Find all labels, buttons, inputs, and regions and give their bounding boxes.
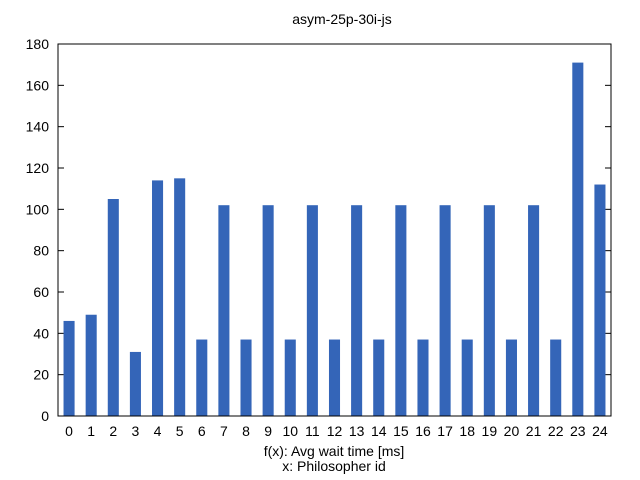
y-tick-label: 60	[33, 284, 49, 300]
bar-18	[461, 339, 473, 416]
bar-24	[594, 184, 606, 416]
x-tick-label: 5	[176, 423, 184, 439]
bar-4	[152, 180, 164, 416]
bar-11	[306, 205, 318, 416]
bar-5	[174, 178, 186, 416]
x-tick-label: 23	[570, 423, 586, 439]
chart-title: asym-25p-30i-js	[292, 11, 392, 27]
bar-7	[218, 205, 230, 416]
bar-8	[240, 339, 252, 416]
bar-21	[528, 205, 540, 416]
bar-20	[505, 339, 517, 416]
bar-22	[550, 339, 562, 416]
x-tick-label: 22	[548, 423, 564, 439]
x-tick-label: 11	[305, 423, 320, 439]
bar-10	[284, 339, 296, 416]
y-tick-label: 0	[41, 408, 49, 424]
x-tick-label: 12	[327, 423, 343, 439]
x-tick-label: 20	[504, 423, 520, 439]
bar-0	[63, 320, 75, 416]
x-tick-label: 14	[371, 423, 387, 439]
bars	[63, 62, 606, 416]
bar-9	[262, 205, 274, 416]
y-tick-label: 160	[26, 77, 50, 93]
x-tick-label: 16	[415, 423, 431, 439]
bar-16	[417, 339, 429, 416]
y-tick-label: 20	[33, 367, 49, 383]
bar-15	[395, 205, 407, 416]
y-tick-label: 100	[26, 201, 50, 217]
x-tick-label: 0	[65, 423, 73, 439]
bar-12	[328, 339, 341, 416]
x-tick-label: 15	[393, 423, 409, 439]
plot-frame	[57, 43, 612, 417]
y-tick-label: 120	[26, 160, 50, 176]
x-tick-label: 17	[437, 423, 453, 439]
bar-3	[129, 351, 141, 416]
y-tick-label: 80	[33, 243, 49, 259]
x-tick-label: 9	[264, 423, 272, 439]
x-tick-label: 8	[242, 423, 250, 439]
x-tick-label: 3	[132, 423, 140, 439]
bar-17	[439, 205, 451, 416]
bar-13	[351, 205, 363, 416]
x-tick-label: 19	[482, 423, 498, 439]
bar-14	[373, 339, 385, 416]
x-axis-label-secondary: x: Philosopher id	[282, 458, 386, 474]
x-axis-ticks: 0 1 2 3 4 5 6 7 8 9 10 11 12 13 14 15 16 17 18 19 20 21 22 23 24	[65, 423, 608, 439]
bar-23	[572, 62, 584, 416]
x-tick-label: 2	[109, 423, 117, 439]
x-tick-label: 13	[349, 423, 365, 439]
bar-6	[196, 339, 208, 416]
x-tick-label: 4	[154, 423, 162, 439]
x-tick-label: 1	[87, 423, 95, 439]
bar-1	[85, 314, 97, 416]
x-tick-label: 7	[220, 423, 228, 439]
x-tick-label: 18	[459, 423, 475, 439]
bar-19	[483, 205, 495, 416]
x-tick-label: 24	[592, 423, 608, 439]
x-axis-label: f(x): Avg wait time [ms]	[264, 443, 405, 459]
x-tick-label: 6	[198, 423, 206, 439]
y-tick-label: 180	[26, 36, 50, 52]
y-tick-label: 140	[26, 119, 50, 135]
y-tick-label: 40	[33, 325, 49, 341]
y-axis-ticks: 0 20 40 60 80 100 120 140 160 180	[26, 36, 611, 424]
bar-2	[107, 199, 119, 416]
x-tick-label: 10	[282, 423, 298, 439]
x-tick-label: 21	[526, 423, 542, 439]
